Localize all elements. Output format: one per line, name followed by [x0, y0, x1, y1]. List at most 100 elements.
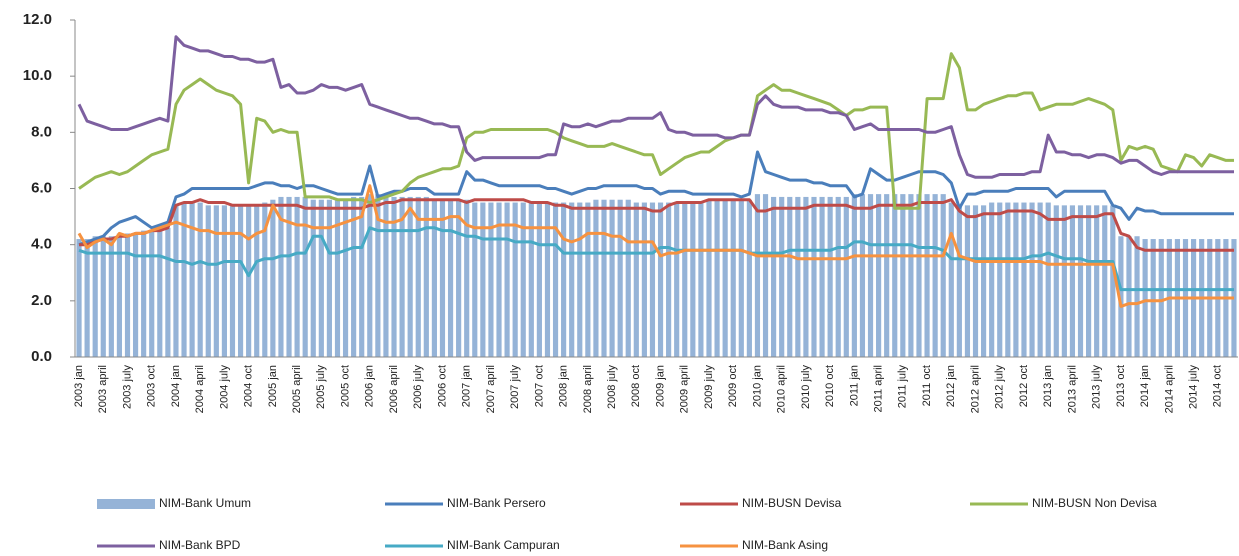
bar: [617, 199, 623, 357]
y-tick-label: 2.0: [31, 292, 52, 309]
x-tick-label: 2013 july: [1091, 365, 1103, 410]
bar: [1150, 239, 1156, 357]
bar: [867, 194, 874, 357]
x-tick-label: 2007 jan: [461, 365, 473, 407]
x-tick-label: 2003 jan: [73, 365, 85, 407]
bar: [488, 202, 494, 357]
legend-label: NIM-BUSN Non Devisa: [1032, 496, 1157, 510]
bar: [1110, 205, 1116, 357]
x-tick-label: 2011 jan: [848, 365, 860, 406]
line: [79, 198, 1234, 252]
bar: [924, 194, 930, 357]
legend-label: NIM-Bank Asing: [742, 538, 828, 552]
bar: [512, 202, 518, 357]
bar: [989, 202, 995, 357]
bar: [407, 196, 413, 357]
bar: [876, 194, 882, 357]
bar: [884, 194, 890, 357]
bar: [294, 196, 300, 357]
x-tick-label: 2008 jan: [558, 365, 570, 407]
bar: [528, 202, 534, 357]
bar: [464, 199, 470, 357]
x-tick-label: 2007 april: [485, 365, 497, 413]
x-tick-label: 2005 jan: [267, 365, 279, 407]
x-tick-label: 2011 july: [897, 365, 909, 409]
bar: [997, 202, 1003, 357]
bar: [181, 202, 187, 357]
bar: [940, 194, 946, 357]
bar: [334, 199, 341, 357]
bar: [762, 194, 769, 357]
legend-label: NIM-BUSN Devisa: [742, 496, 842, 510]
bar: [399, 196, 405, 357]
x-tick-label: 2013 jan: [1042, 365, 1054, 407]
bar: [932, 194, 938, 357]
bar: [908, 194, 914, 357]
bar: [318, 199, 324, 357]
x-tick-label: 2011 oct: [921, 365, 933, 406]
x-tick-label: 2005 oct: [339, 365, 351, 407]
legend-label: NIM-Bank Campuran: [447, 538, 560, 552]
bar: [1021, 202, 1027, 357]
bar: [601, 199, 607, 357]
bar: [561, 202, 567, 357]
bar: [229, 205, 236, 357]
x-tick-label: 2011 april: [873, 365, 885, 413]
bar: [730, 199, 736, 357]
bar: [326, 199, 332, 357]
bar: [544, 202, 551, 357]
bar: [657, 202, 664, 357]
bar: [278, 196, 284, 357]
x-tick-label: 2006 april: [388, 365, 400, 413]
bar: [375, 194, 381, 357]
bar: [157, 227, 163, 357]
bar: [577, 202, 583, 357]
x-tick-label: 2012 april: [969, 365, 981, 413]
x-tick-label: 2009 july: [703, 365, 715, 410]
x-tick-label: 2008 april: [582, 365, 594, 413]
x-tick-label: 2003 oct: [146, 365, 158, 407]
legend-label: NIM-Bank Umum: [159, 496, 251, 510]
x-tick-label: 2007 oct: [533, 365, 545, 407]
bar: [1061, 205, 1067, 357]
bar: [690, 202, 696, 357]
x-tick-label: 2003 april: [97, 365, 109, 413]
bar: [754, 194, 761, 357]
bar: [254, 205, 260, 357]
bar: [237, 205, 244, 357]
bar: [1134, 236, 1140, 357]
bar: [738, 199, 744, 357]
bar: [819, 196, 825, 357]
bar: [262, 202, 268, 357]
x-tick-label: 2012 jan: [945, 365, 957, 407]
x-tick-label: 2013 april: [1066, 365, 1078, 413]
bar: [504, 202, 510, 357]
bar: [213, 205, 219, 357]
bar: [1037, 202, 1043, 357]
bar: [674, 202, 680, 357]
bar: [964, 205, 971, 357]
bar: [972, 205, 979, 357]
x-tick-label: 2009 oct: [727, 365, 739, 407]
line: [77, 35, 1234, 179]
bar: [108, 236, 114, 357]
line: [77, 184, 1234, 308]
bar: [1086, 205, 1092, 357]
bar: [803, 196, 809, 357]
x-tick-label: 2012 july: [994, 365, 1006, 410]
bar: [1158, 239, 1164, 357]
bar: [609, 199, 615, 357]
legend-label: NIM-Bank BPD: [159, 538, 241, 552]
bar: [205, 205, 211, 357]
bar: [496, 202, 502, 357]
bar: [593, 199, 599, 357]
bar: [100, 236, 106, 357]
bar: [722, 199, 728, 357]
x-tick-label: 2013 oct: [1115, 365, 1127, 407]
bar: [552, 202, 559, 357]
bar: [116, 233, 123, 357]
bar: [1013, 202, 1019, 357]
x-tick-label: 2009 jan: [654, 365, 666, 407]
bar: [536, 202, 542, 357]
